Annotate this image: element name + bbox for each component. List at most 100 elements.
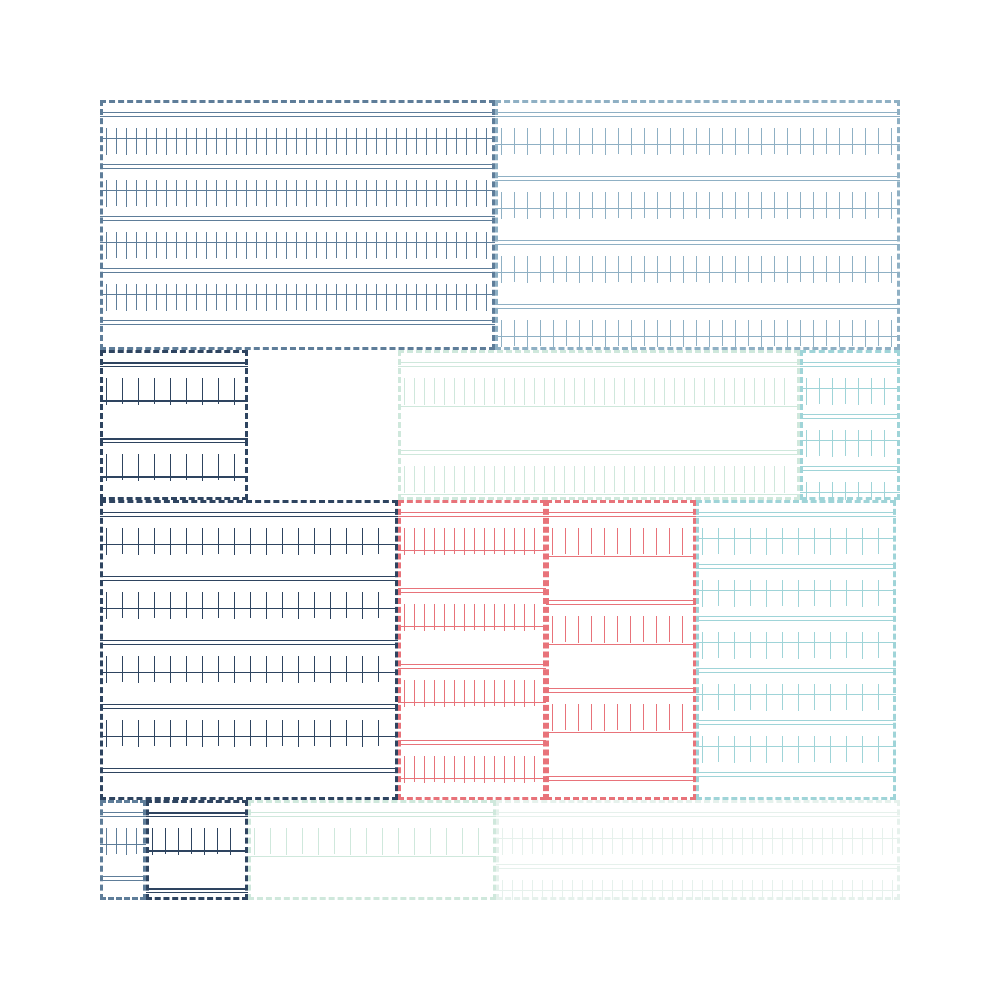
vertical-tick bbox=[657, 128, 658, 154]
vertical-tick bbox=[787, 214, 788, 219]
vertical-tick bbox=[376, 232, 377, 258]
vertical-tick bbox=[502, 850, 503, 855]
vertical-tick bbox=[501, 256, 502, 282]
vertical-tick bbox=[800, 256, 801, 282]
vertical-tick bbox=[702, 550, 703, 555]
vertical-tick bbox=[656, 638, 657, 643]
vertical-tick bbox=[426, 202, 427, 207]
vertical-tick bbox=[316, 284, 317, 310]
vertical-tick bbox=[657, 214, 658, 219]
vertical-tick bbox=[734, 378, 735, 404]
vertical-tick bbox=[234, 614, 235, 619]
vertical-tick bbox=[565, 616, 566, 642]
vertical-tick bbox=[266, 678, 267, 683]
vertical-tick bbox=[862, 550, 863, 555]
vertical-tick bbox=[872, 880, 873, 900]
horizontal-rule bbox=[398, 494, 800, 495]
vertical-tick bbox=[106, 454, 107, 480]
vertical-tick bbox=[246, 284, 247, 310]
vertical-tick bbox=[735, 256, 736, 282]
vertical-tick bbox=[202, 528, 203, 554]
vertical-tick bbox=[592, 828, 593, 854]
vertical-tick bbox=[396, 232, 397, 258]
vertical-tick bbox=[106, 254, 107, 259]
vertical-tick bbox=[306, 202, 307, 207]
vertical-tick bbox=[798, 632, 799, 658]
vertical-tick bbox=[709, 320, 710, 346]
vertical-tick bbox=[702, 880, 703, 900]
vertical-tick bbox=[724, 466, 725, 492]
vertical-tick bbox=[845, 378, 846, 404]
vertical-tick bbox=[464, 528, 465, 554]
vertical-tick bbox=[136, 232, 137, 258]
vertical-tick bbox=[466, 202, 467, 207]
vertical-tick bbox=[782, 850, 783, 855]
vertical-tick bbox=[444, 680, 445, 706]
vertical-tick bbox=[330, 614, 331, 619]
vertical-tick bbox=[218, 720, 219, 746]
vertical-tick bbox=[524, 400, 525, 405]
vertical-tick bbox=[878, 128, 879, 154]
vertical-tick bbox=[326, 128, 327, 154]
horizontal-rule bbox=[398, 592, 546, 593]
vertical-tick bbox=[672, 828, 673, 854]
vertical-tick bbox=[202, 678, 203, 683]
vertical-tick bbox=[553, 214, 554, 219]
vertical-tick bbox=[154, 592, 155, 618]
vertical-tick bbox=[202, 592, 203, 618]
dashed-border bbox=[546, 500, 696, 800]
vertical-tick bbox=[436, 232, 437, 258]
vertical-tick bbox=[882, 828, 883, 854]
vertical-tick bbox=[617, 704, 618, 730]
vertical-tick bbox=[330, 742, 331, 747]
vertical-tick bbox=[298, 678, 299, 683]
vertical-tick bbox=[226, 284, 227, 310]
vertical-tick bbox=[534, 680, 535, 706]
vertical-tick bbox=[732, 828, 733, 854]
vertical-tick bbox=[617, 528, 618, 554]
vertical-tick bbox=[540, 192, 541, 218]
vertical-tick bbox=[845, 482, 846, 500]
vertical-tick bbox=[206, 180, 207, 206]
vertical-tick bbox=[622, 880, 623, 900]
vertical-tick bbox=[444, 378, 445, 404]
vertical-tick bbox=[138, 528, 139, 554]
vertical-tick bbox=[579, 256, 580, 282]
vertical-tick bbox=[832, 828, 833, 854]
vertical-tick bbox=[514, 466, 515, 492]
vertical-tick bbox=[865, 128, 866, 154]
vertical-tick bbox=[126, 306, 127, 311]
vertical-tick bbox=[524, 528, 525, 554]
vertical-tick bbox=[552, 638, 553, 643]
vertical-tick bbox=[802, 828, 803, 854]
vertical-tick bbox=[865, 214, 866, 219]
vertical-tick bbox=[446, 306, 447, 311]
vertical-tick bbox=[226, 232, 227, 258]
vertical-tick bbox=[618, 256, 619, 282]
vertical-tick bbox=[514, 192, 515, 218]
vertical-tick bbox=[234, 454, 235, 480]
vertical-tick bbox=[296, 128, 297, 154]
vertical-tick bbox=[718, 528, 719, 554]
horizontal-rule bbox=[398, 740, 546, 741]
vertical-tick bbox=[106, 720, 107, 746]
vertical-tick bbox=[764, 378, 765, 404]
vertical-tick bbox=[484, 378, 485, 404]
vertical-tick bbox=[814, 684, 815, 710]
panel-lower-center-right bbox=[546, 500, 696, 800]
vertical-tick bbox=[476, 180, 477, 206]
vertical-tick bbox=[444, 466, 445, 492]
vertical-tick bbox=[839, 320, 840, 346]
vertical-tick bbox=[532, 828, 533, 854]
vertical-tick bbox=[674, 466, 675, 492]
vertical-tick bbox=[504, 702, 505, 707]
vertical-tick bbox=[734, 706, 735, 711]
horizontal-rule bbox=[100, 112, 495, 113]
vertical-tick bbox=[644, 400, 645, 405]
vertical-tick bbox=[416, 232, 417, 258]
vertical-tick bbox=[484, 528, 485, 554]
panel-bottom-center bbox=[248, 800, 496, 900]
vertical-tick bbox=[504, 604, 505, 630]
vertical-tick bbox=[170, 592, 171, 618]
vertical-tick bbox=[524, 488, 525, 493]
